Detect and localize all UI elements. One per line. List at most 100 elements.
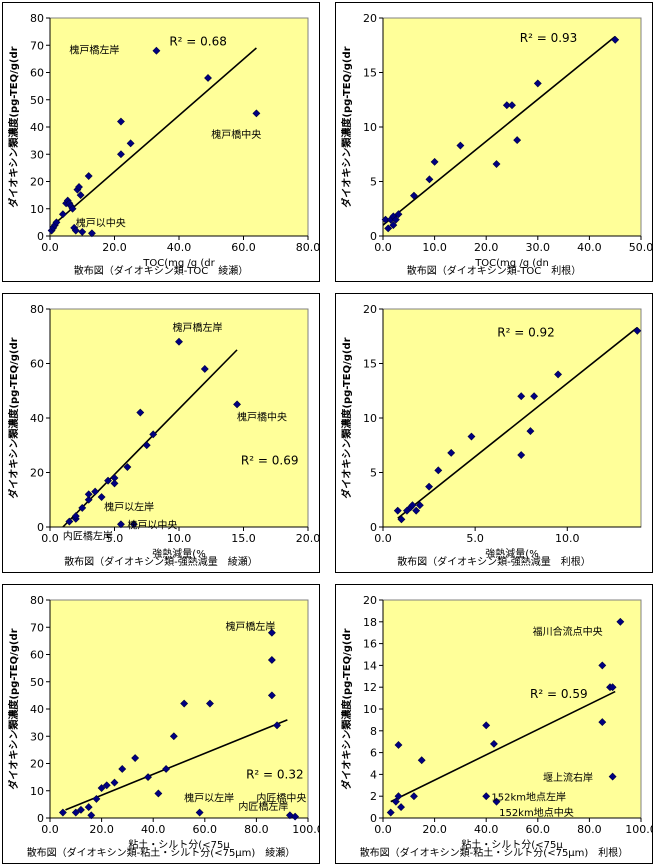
data-point (391, 215, 400, 224)
y-tick-label: 40 (30, 121, 44, 134)
y-tick-label: 5 (370, 176, 377, 189)
data-point (526, 427, 535, 436)
y-tick-label: 0 (37, 812, 44, 825)
data-point (84, 172, 93, 180)
y-tick-label: 0 (37, 230, 44, 243)
x-tick-label: 0.0 (41, 241, 59, 254)
r-squared-label: R² = 0.59 (530, 687, 588, 701)
data-point (65, 517, 74, 526)
data-point (408, 501, 417, 510)
plot-area (382, 308, 642, 528)
data-point (52, 218, 61, 227)
r-squared-label: R² = 0.69 (241, 453, 299, 467)
data-point (117, 520, 125, 529)
trendline (390, 690, 616, 803)
plot-area (382, 599, 642, 819)
plot-area (382, 17, 642, 237)
point-annotation: 内匠橋左岸 (63, 529, 113, 542)
plot-area (49, 17, 309, 237)
x-axis-label: TOC(mg /g (dr (142, 258, 215, 269)
y-tick-label: 60 (30, 649, 44, 662)
trendline (62, 349, 238, 528)
data-point (394, 210, 403, 219)
x-tick-label: 20.0 (102, 241, 127, 254)
y-tick-label: 30 (30, 148, 44, 161)
chart-svg-toc-tone: 0 5 10 15 20 0.0 10.0 20.0 30.0 40.0 50.0 R² = 0.93… (335, 2, 653, 282)
y-tick-label: 16 (363, 638, 377, 651)
data-point (608, 683, 617, 692)
data-point (456, 141, 465, 150)
point-annotation: 152km地点中央 (499, 806, 574, 819)
data-point (204, 74, 212, 82)
data-point (71, 808, 80, 817)
data-point (131, 754, 140, 762)
data-point (104, 476, 112, 485)
data-point (417, 756, 426, 765)
y-tick-label: 50 (30, 676, 44, 689)
x-tick-label: 0.0 (374, 241, 392, 254)
x-tick-label: 15.0 (231, 532, 256, 545)
data-point (78, 227, 87, 236)
y-tick-label: 0 (370, 812, 377, 825)
y-tick-label: 20 (30, 758, 44, 771)
data-point (492, 160, 501, 168)
data-point (110, 479, 119, 488)
data-point (97, 784, 106, 792)
x-tick-label: 80.0 (577, 823, 602, 836)
chart-panel-ignition-tone: 0 5 10 15 20 0.0 5.0 10.0 R² = 0.92 ダイオキシン類濃度(pg-… (335, 293, 653, 573)
data-point (447, 448, 456, 457)
y-tick-label: 60 (30, 358, 44, 371)
data-point (389, 221, 398, 230)
data-point (611, 35, 620, 44)
x-tick-label: 40.0 (577, 241, 602, 254)
data-point (92, 795, 101, 803)
data-point (517, 451, 526, 459)
y-axis-label: ダイオキシン類濃度(pg-TEQ/g(dr (7, 628, 20, 789)
point-annotation: 槐戸以中央 (127, 518, 177, 531)
y-tick-label: 80 (30, 594, 44, 607)
data-point (91, 487, 100, 496)
y-tick-label: 0 (37, 521, 44, 534)
chart-panel-toc-tone: 0 5 10 15 20 0.0 10.0 20.0 30.0 40.0 50.0 R² = 0.93… (335, 2, 653, 282)
data-point (267, 691, 276, 700)
y-tick-label: 6 (370, 747, 377, 760)
data-point (200, 365, 209, 373)
data-point (68, 204, 77, 213)
data-point (267, 656, 276, 664)
x-tick-label: 20.0 (89, 823, 114, 836)
y-tick-label: 50 (30, 94, 44, 107)
x-tick-label: 10.0 (167, 532, 192, 545)
chart-panel-ignition-ayase: 0 20 40 60 80 0.0 5.0 10.0 15.0 20.0 槐戸橋左岸 槐戸橋中央 槐戸以… (2, 293, 320, 573)
x-tick-label: 40.0 (167, 241, 192, 254)
chart-caption: 散布図（ダイオキシン類-粘土・シルト分(<75μm) 利根） (360, 846, 629, 859)
y-tick-label: 2 (370, 790, 377, 803)
x-tick-label: 40.0 (141, 823, 166, 836)
data-point (386, 808, 395, 817)
x-tick-label: 10.0 (422, 241, 447, 254)
data-point (117, 150, 125, 159)
y-tick-label: 10 (30, 203, 44, 216)
y-tick-label: 20 (30, 467, 44, 480)
y-axis-label: ダイオキシン類濃度(pg-TEQ/g(dr (340, 628, 353, 789)
data-point (502, 101, 511, 110)
data-point (87, 811, 96, 820)
point-annotation: 152km地点左岸 (491, 791, 566, 804)
r-squared-label: R² = 0.32 (246, 767, 304, 781)
data-point (410, 191, 418, 200)
data-point (180, 699, 189, 708)
data-point (598, 718, 607, 727)
data-point (394, 792, 403, 801)
r-squared-label: R² = 0.68 (169, 34, 227, 48)
point-annotation: 槐戸以中央 (76, 216, 126, 229)
x-tick-label: 80.0 (296, 241, 320, 254)
x-tick-label: 100.0 (292, 823, 320, 836)
data-point (84, 803, 93, 812)
data-point (394, 741, 403, 749)
data-point (554, 370, 562, 379)
data-point (169, 732, 178, 741)
x-axis-label: TOC(mg /g (dn (474, 258, 549, 269)
data-point (513, 136, 522, 145)
chart-svg-silt-ayase: 0 10 20 30 40 50 60 70 80 0.0 20.0 40.0 60.0 80.0 100.… (2, 584, 320, 864)
chart-svg-ignition-tone: 0 5 10 15 20 0.0 5.0 10.0 R² = 0.92 ダイオキシン類濃度(pg-… (335, 293, 653, 573)
x-tick-label: 60.0 (231, 241, 256, 254)
